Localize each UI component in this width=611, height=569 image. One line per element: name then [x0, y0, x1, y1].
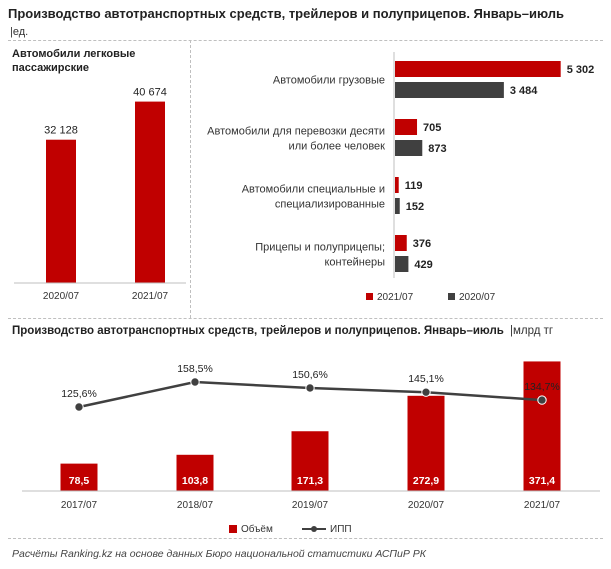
page-title: Производство автотранспортных средств, т… [8, 6, 564, 21]
data-label: 705 [423, 122, 441, 134]
data-label: 152 [406, 201, 424, 213]
data-label: 119 [405, 180, 423, 192]
data-label: 3 484 [510, 85, 538, 97]
data-label: 40 674 [133, 87, 167, 99]
chart-unit: |млрд тг [510, 325, 553, 337]
chart-title: Автомобили легковые пассажирские [12, 48, 135, 74]
data-label: 150,6% [292, 369, 328, 381]
point-ipp [305, 383, 315, 393]
x-tick-label: 2019/07 [292, 500, 329, 511]
bar-2020/07 [395, 140, 423, 156]
chart-title: Производство автотранспортных средств, т… [12, 325, 504, 337]
point-ipp [421, 387, 431, 397]
data-label: 78,5 [69, 475, 90, 487]
data-label: 134,7% [524, 381, 560, 393]
data-label: 371,4 [529, 475, 555, 487]
legend-swatch [229, 525, 237, 533]
y-tick-label: специализированные [275, 199, 385, 211]
data-label: 5 302 [567, 64, 595, 76]
legend-label: 2020/07 [459, 292, 496, 303]
x-tick-label: 2017/07 [61, 500, 98, 511]
y-tick-label: или более человек [289, 141, 386, 153]
data-label: 429 [414, 259, 432, 271]
bar-volume [176, 454, 214, 491]
point-ipp [190, 377, 200, 387]
unit-label: |ед. [10, 26, 29, 38]
y-tick-label: контейнеры [324, 257, 385, 269]
data-label: 158,5% [177, 363, 213, 375]
bar-2020/07 [395, 198, 400, 214]
bar-volume [523, 361, 561, 491]
chart-title-line: пассажирские [12, 62, 89, 74]
bar-2021/07 [395, 177, 399, 193]
data-label: 145,1% [408, 373, 444, 385]
x-tick-label: 2020/07 [43, 291, 80, 302]
point-ipp [537, 395, 547, 405]
bar-2020/07 [395, 256, 409, 272]
source-note: Расчёты Ranking.kz на основе данных Бюро… [12, 548, 426, 560]
data-label: 873 [428, 143, 446, 155]
x-tick-label: 2021/07 [524, 500, 561, 511]
legend-swatch [448, 293, 455, 300]
data-label: 125,6% [61, 388, 97, 400]
data-label: 272,9 [413, 475, 439, 487]
point-ipp [74, 402, 84, 412]
bar-2020/07 [46, 139, 76, 283]
x-tick-label: 2018/07 [177, 500, 214, 511]
bar-volume [291, 431, 329, 491]
bar-2021/07 [135, 101, 165, 283]
bar-2021/07 [395, 119, 418, 135]
y-tick-label: Автомобили специальные и [242, 184, 385, 196]
legend-marker [311, 526, 317, 532]
y-tick-label: Прицепы и полуприцепы; [255, 242, 385, 254]
legend-swatch [366, 293, 373, 300]
legend-label: 2021/07 [377, 292, 414, 303]
divider-top [8, 40, 603, 41]
y-tick-label: Автомобили грузовые [273, 75, 385, 87]
y-tick-label: Автомобили для перевозки десяти [207, 126, 385, 138]
bar-volume [60, 463, 98, 491]
chart-title-line: Автомобили легковые [12, 48, 135, 60]
data-label: 103,8 [182, 475, 208, 487]
divider-middle [8, 318, 603, 319]
bar-2021/07 [395, 235, 407, 251]
data-label: 32 128 [44, 125, 78, 137]
data-label: 376 [413, 238, 431, 250]
bar-2021/07 [395, 61, 561, 77]
divider-vertical [190, 40, 191, 318]
data-label: 171,3 [297, 475, 323, 487]
legend-label: Объём [241, 523, 273, 535]
legend-label: ИПП [330, 524, 352, 535]
x-tick-label: 2020/07 [408, 500, 445, 511]
bar-2020/07 [395, 82, 504, 98]
x-tick-label: 2021/07 [132, 291, 169, 302]
divider-bottom [8, 538, 603, 539]
bar-volume [407, 395, 445, 491]
